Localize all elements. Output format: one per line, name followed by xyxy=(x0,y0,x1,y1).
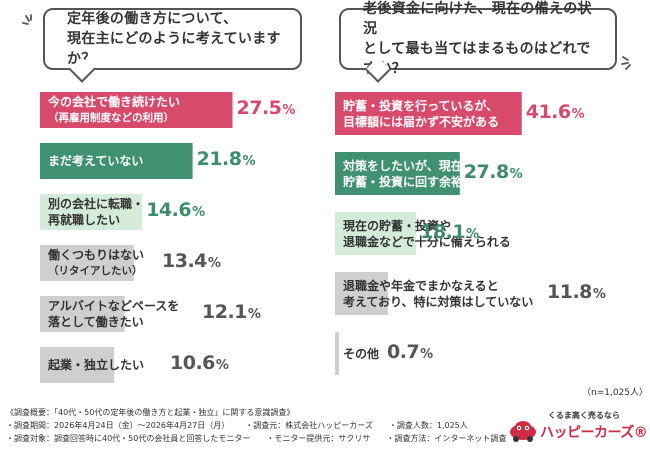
bar-value-pct: % xyxy=(215,358,229,373)
car-mascot-icon xyxy=(510,421,536,442)
bar-label-2: 現在の貯蓄・投資や 退職金などで十分に備えられる xyxy=(343,218,511,249)
bar-5 xyxy=(40,347,115,383)
brand-logo: くるま高く売るなら ハッピーカーズ® xyxy=(508,410,648,446)
bar-value-pct: % xyxy=(247,307,261,322)
bar-value-1: 21.8% xyxy=(196,148,256,170)
bar-3 xyxy=(335,272,388,315)
footer-target: ・調査対象：調査回答時に40代・50代の会社員と回答したモニター xyxy=(6,434,251,443)
bar-chart-svg xyxy=(335,92,522,375)
bar-value-1: 27.8% xyxy=(463,160,523,183)
bar-value-number: 10.6 xyxy=(170,352,215,374)
bar-value-number: 13.4 xyxy=(162,250,207,272)
bar-value-0: 41.6% xyxy=(525,100,585,123)
logo-name: ハッピーカーズ® xyxy=(540,425,648,441)
bar-value-4: 0.7% xyxy=(387,341,433,363)
bar-value-number: 0.7 xyxy=(387,340,420,363)
bar-value-pct: % xyxy=(242,154,256,169)
sparkle-icon xyxy=(621,56,631,70)
bar-label-4: アルバイトなどペースを 落として働きたい xyxy=(48,299,180,329)
bar-0 xyxy=(335,92,522,135)
bar-value-0: 27.5% xyxy=(236,97,296,119)
bar-value-2: 14.6% xyxy=(146,199,205,221)
bar-3 xyxy=(40,245,134,281)
bar-value-pct: % xyxy=(192,205,205,220)
bar-value-3: 13.4% xyxy=(162,250,221,272)
bar-value-3: 11.8% xyxy=(547,280,606,303)
bar-label-0: 貯蓄・投資を行っているが、 目標額には届かず不安がある xyxy=(343,98,500,129)
bar-label-0: 今の会社で働き続けたい （再雇用制度などの利用） xyxy=(48,95,181,124)
bar-label-4: その他 xyxy=(343,346,380,361)
bar-value-number: 41.6 xyxy=(525,100,571,123)
bar-value-number: 14.6 xyxy=(146,199,192,221)
bar-value-pct: % xyxy=(420,346,433,362)
right-question-box: 老後資金に向けた、現在の備えの状況 として最も当てはまるものはどれですか？ xyxy=(339,1,617,83)
bar-value-pct: % xyxy=(207,256,221,271)
bar-0 xyxy=(40,92,233,128)
bar-label-5: 起業・独立したい xyxy=(48,358,145,372)
footer-method: ・調査方法：インターネット調査 xyxy=(386,434,507,443)
bar-value-number: 18.1 xyxy=(420,220,466,243)
bar-value-number: 27.5 xyxy=(236,97,282,119)
footer-overview: 《調査概要：「40代・50代の定年後の働き方と起業・独立」に関する意識調査》 xyxy=(6,408,295,417)
left-bar-chart: 今の会社で働き続けたい （再雇用制度などの利用） 27.5% まだ考えていない 21.8… xyxy=(40,92,310,392)
footer-source: ・調査元：株式会社ハッピーカーズ xyxy=(245,421,373,430)
bar-label-3: 退職金や年金でまかなえると 考えており、特に対策はしていない xyxy=(343,278,534,309)
bar-1 xyxy=(335,152,460,195)
bar-chart-svg xyxy=(40,92,233,383)
footer-period: ・調査期間：2026年4月24日（金）〜2026年4月27日（月） xyxy=(6,421,230,430)
footer-count: ・調査人数：1,025人 xyxy=(388,421,468,430)
bar-value-pct: % xyxy=(282,103,295,118)
bar-2 xyxy=(40,194,143,230)
bar-label-3: 働くつもりはない （リタイアしたい） xyxy=(48,248,145,277)
left-question-box: 定年後の働き方について、 現在主にどのように考えていますか？ xyxy=(43,8,302,83)
sample-size-note: （n=1,025人） xyxy=(582,388,649,398)
left-question-text: 定年後の働き方について、 現在主にどのように考えていますか？ xyxy=(67,11,281,67)
bar-sublabel-3: （リタイアしたい） xyxy=(48,265,143,277)
bar-2 xyxy=(335,212,417,255)
right-bar-chart: 貯蓄・投資を行っているが、 目標額には届かず不安がある 41.6% 対策をしたいが、… xyxy=(335,92,625,392)
bar-value-pct: % xyxy=(592,286,606,302)
footer-provider: ・モニター提供元：サクリサ xyxy=(266,434,371,443)
bar-value-number: 12.1 xyxy=(202,301,247,323)
bar-value-number: 21.8 xyxy=(196,148,242,170)
bar-value-pct: % xyxy=(509,166,523,182)
sparkle-icon xyxy=(22,14,32,25)
bar-4 xyxy=(40,296,125,332)
bar-value-pct: % xyxy=(466,226,479,242)
bar-1 xyxy=(40,143,193,179)
bar-label-2: 別の会社に転職・ 再就職したい xyxy=(48,197,145,227)
bar-sublabel-0: （再雇用制度などの利用） xyxy=(48,112,174,124)
bar-value-5: 10.6% xyxy=(170,352,229,374)
bar-label-1: まだ考えていない xyxy=(48,154,144,168)
bar-value-number: 11.8 xyxy=(547,280,592,303)
bar-value-2: 18.1% xyxy=(420,220,479,243)
bar-value-pct: % xyxy=(571,106,585,122)
bar-value-4: 12.1% xyxy=(202,301,261,323)
bar-label-1: 対策をしたいが、現在の収入では 貯蓄・投資に回す余裕がない xyxy=(343,158,523,189)
bar-4 xyxy=(335,332,339,375)
bar-value-number: 27.8 xyxy=(463,160,509,183)
survey-footer: 《調査概要：「40代・50代の定年後の働き方と起業・独立」に関する意識調査》 ・… xyxy=(6,406,506,445)
right-question-text: 老後資金に向けた、現在の備えの状況 として最も当てはまるものはどれですか？ xyxy=(363,1,592,77)
logo-tagline: くるま高く売るなら xyxy=(548,411,620,420)
